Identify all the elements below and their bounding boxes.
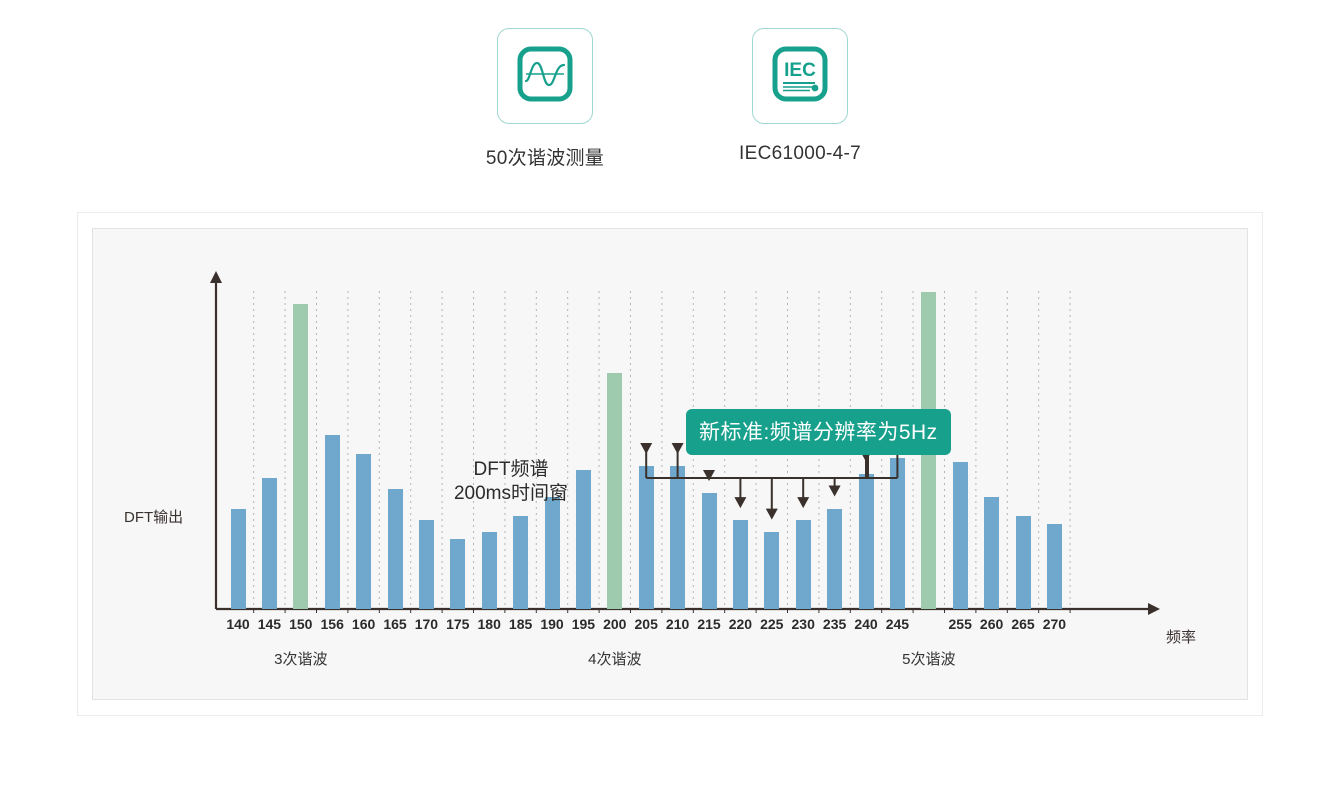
x-tick-220: 220 bbox=[728, 616, 753, 632]
svg-text:IEC: IEC bbox=[784, 60, 816, 81]
x-tick-245: 245 bbox=[885, 616, 910, 632]
bar-215 bbox=[701, 493, 717, 609]
x-tick-210: 210 bbox=[665, 616, 690, 632]
bar-145 bbox=[261, 477, 277, 609]
badge-tile bbox=[497, 28, 593, 124]
waveform-icon bbox=[514, 43, 576, 110]
bar-180 bbox=[481, 531, 497, 609]
bar-240 bbox=[858, 473, 874, 609]
badge-tile: IEC bbox=[752, 28, 848, 124]
badge-iec-standard[interactable]: IEC IEC61000-4-7 bbox=[730, 28, 870, 165]
x-tick-200: 200 bbox=[603, 616, 627, 632]
feature-badges: 50次谐波测量 IEC IEC61000-4-7 bbox=[0, 28, 1340, 188]
x-tick-170: 170 bbox=[414, 616, 439, 632]
bar-156 bbox=[324, 435, 340, 609]
harmonic-label-150: 3次谐波 bbox=[274, 651, 328, 668]
bar-225 bbox=[764, 531, 780, 609]
x-tick-140: 140 bbox=[226, 616, 250, 632]
dft-spectrum-chart: DFT输出 频率 140 145 150 156 160 165 170 175 180 185 1… bbox=[78, 213, 1264, 717]
x-tick-185: 185 bbox=[508, 616, 533, 632]
bars-layer bbox=[78, 213, 1264, 609]
chart-panel: DFT输出 频率 140 145 150 156 160 165 170 175 180 185 1… bbox=[77, 212, 1263, 716]
harmonic-label-250: 5次谐波 bbox=[902, 651, 956, 668]
dft-window-note: DFT频谱 200ms时间窗 bbox=[411, 458, 611, 507]
x-tick-160: 160 bbox=[351, 616, 376, 632]
bar-260 bbox=[984, 496, 1000, 609]
x-tick-215: 215 bbox=[697, 616, 721, 632]
x-tick-270: 270 bbox=[1042, 616, 1067, 632]
bar-255 bbox=[952, 462, 968, 609]
bar-160 bbox=[356, 454, 372, 609]
x-tick-260: 260 bbox=[979, 616, 1004, 632]
bar-150 bbox=[293, 303, 309, 609]
x-tick-205: 205 bbox=[634, 616, 658, 632]
x-tick-180: 180 bbox=[477, 616, 501, 632]
iec-document-icon: IEC bbox=[769, 43, 831, 110]
x-tick-235: 235 bbox=[822, 616, 847, 632]
bar-205 bbox=[638, 465, 654, 609]
badge-label: IEC61000-4-7 bbox=[739, 143, 861, 164]
x-tick-225: 225 bbox=[760, 616, 784, 632]
x-tick-255: 255 bbox=[948, 616, 972, 632]
bar-140 bbox=[230, 508, 246, 609]
resolution-callout: 新标准:频谱分辨率为5Hz bbox=[686, 409, 951, 455]
x-tick-145: 145 bbox=[257, 616, 282, 632]
bar-270 bbox=[1046, 523, 1062, 609]
x-tick-230: 230 bbox=[791, 616, 815, 632]
bar-210 bbox=[670, 465, 686, 609]
x-tick-156: 156 bbox=[320, 616, 344, 632]
dft-note-line-2: 200ms时间窗 bbox=[453, 483, 569, 505]
x-tick-150: 150 bbox=[289, 616, 313, 632]
y-axis-label: DFT输出 bbox=[124, 509, 184, 526]
bar-235 bbox=[827, 508, 843, 609]
bar-200 bbox=[607, 373, 623, 609]
bar-195 bbox=[575, 469, 591, 609]
x-tick-165: 165 bbox=[383, 616, 407, 632]
badge-label: 50次谐波测量 bbox=[485, 148, 605, 169]
bar-220 bbox=[732, 520, 748, 609]
x-tick-195: 195 bbox=[571, 616, 596, 632]
bar-190 bbox=[544, 496, 560, 609]
x-tick-175: 175 bbox=[446, 616, 470, 632]
x-axis-label: 频率 bbox=[1166, 629, 1197, 646]
bar-165 bbox=[387, 489, 403, 609]
harmonic-label-200: 4次谐波 bbox=[588, 651, 642, 668]
x-tick-265: 265 bbox=[1011, 616, 1035, 632]
resolution-arrows bbox=[640, 435, 904, 520]
bar-175 bbox=[450, 539, 466, 609]
badge-harmonic-measurement[interactable]: 50次谐波测量 bbox=[475, 28, 615, 170]
x-tick-190: 190 bbox=[540, 616, 564, 632]
bar-230 bbox=[795, 520, 811, 609]
bar-185 bbox=[513, 516, 529, 609]
bar-265 bbox=[1015, 516, 1031, 609]
dft-note-line-1: DFT频谱 bbox=[473, 459, 549, 480]
bar-170 bbox=[418, 520, 434, 609]
x-tick-240: 240 bbox=[854, 616, 878, 632]
bar-245 bbox=[889, 458, 905, 609]
chart-panel-inner bbox=[92, 228, 1248, 700]
